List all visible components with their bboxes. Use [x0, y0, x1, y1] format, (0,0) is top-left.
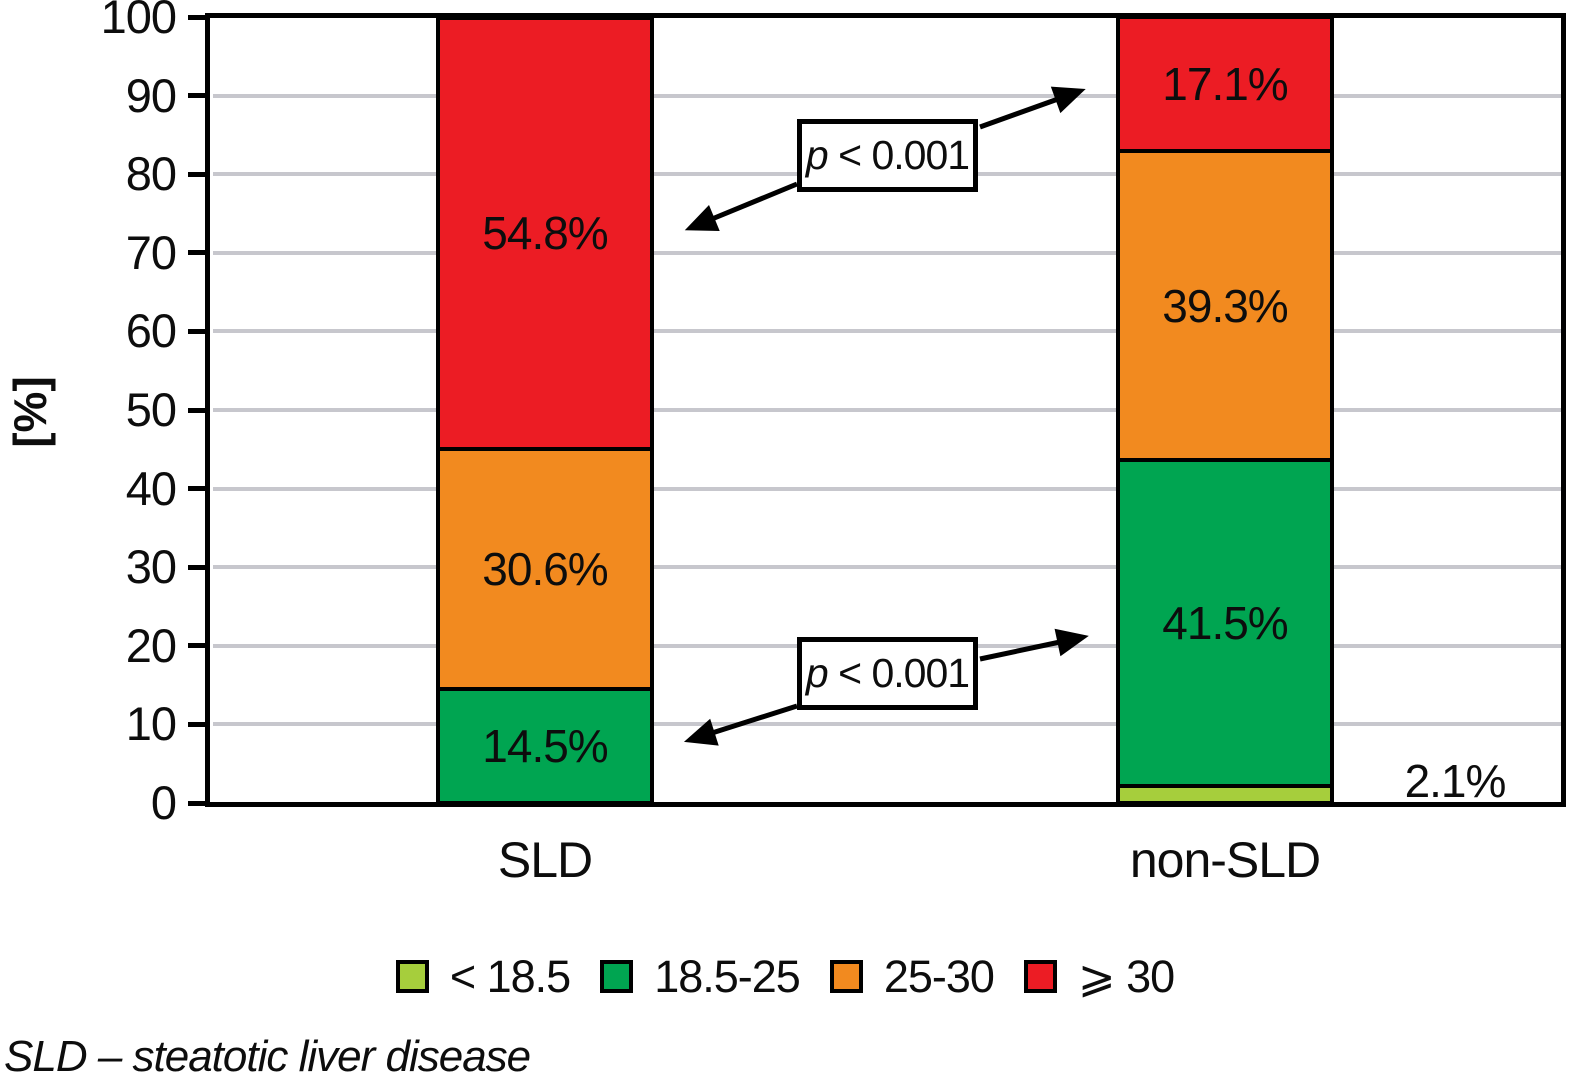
footnote: SLD – steatotic liver disease — [4, 1032, 531, 1081]
y-axis-tick-label: 20 — [125, 618, 177, 672]
y-axis-tick — [188, 564, 210, 570]
bar-value-label: 39.3% — [1162, 279, 1288, 332]
p-value-italic: p — [805, 650, 829, 696]
bar-value-label: 14.5% — [482, 720, 608, 772]
bar-segment-25-30 — [436, 446, 654, 692]
y-axis-tick — [188, 328, 210, 334]
legend: < 18.5 18.5-25 25-30 ⩾ 30 — [0, 950, 1570, 1003]
legend-label: 18.5-25 — [654, 950, 801, 1002]
legend-swatch-icon — [600, 960, 634, 993]
legend-label: < 18.5 — [449, 950, 571, 1002]
y-axis-tick — [188, 14, 210, 20]
gridline — [213, 250, 1561, 255]
y-axis-tick-label: 80 — [125, 147, 177, 201]
y-axis-tick-label: 40 — [125, 461, 177, 515]
y-axis-tick — [188, 250, 210, 256]
p-value-text: < 0.001 — [827, 132, 970, 178]
gridline — [213, 93, 1561, 98]
legend-item: ⩾ 30 — [1023, 950, 1175, 1003]
bar-segment-25-30 — [1116, 149, 1334, 463]
y-axis-tick-label: 10 — [125, 697, 177, 751]
y-axis-tick-label: 60 — [125, 304, 177, 358]
bar-value-label: 54.8% — [482, 207, 608, 260]
y-axis-tick-label: 30 — [125, 540, 177, 594]
bar-segment-18.5-25 — [436, 687, 654, 805]
category-label-non-sld: non-SLD — [1129, 832, 1321, 888]
y-axis-tick — [188, 407, 210, 413]
gridline — [213, 722, 1561, 727]
category-label-sld: SLD — [497, 832, 593, 888]
legend-label: ⩾ 30 — [1077, 951, 1175, 1002]
legend-item: < 18.5 — [395, 950, 571, 1003]
y-axis-tick — [188, 643, 210, 649]
gridline — [213, 486, 1561, 491]
bar-segment-18.5-25 — [1116, 458, 1334, 789]
gridline — [213, 565, 1561, 570]
y-axis-tick-label: 50 — [125, 383, 177, 436]
p-value-text: < 0.001 — [827, 650, 970, 696]
legend-item: 18.5-25 — [600, 950, 801, 1003]
bar-segment--30 — [1116, 15, 1334, 154]
legend-swatch-icon — [829, 960, 863, 993]
bar-value-label: 30.6% — [482, 542, 608, 595]
bar-value-label: 2.1% — [1404, 754, 1507, 807]
gridline — [213, 329, 1561, 334]
y-axis-tick — [188, 800, 210, 806]
y-axis-tick-label: 0 — [150, 776, 177, 829]
y-axis-tick — [188, 171, 210, 177]
gridline — [213, 408, 1561, 412]
bar-value-label: 41.5% — [1162, 597, 1288, 650]
legend-label: 25-30 — [883, 950, 995, 1002]
legend-item: 25-30 — [829, 950, 995, 1003]
p-value-italic: p — [805, 132, 829, 178]
legend-swatch-icon — [1023, 960, 1057, 993]
legend-swatch-icon — [395, 960, 429, 993]
bar-value-label: 17.1% — [1162, 58, 1288, 111]
p-value-box-bottom: p < 0.001 — [797, 637, 978, 710]
p-value-box-top: p < 0.001 — [797, 119, 978, 192]
y-axis-tick — [188, 93, 210, 99]
y-axis-tick — [188, 721, 210, 727]
y-axis-tick-label: 70 — [125, 225, 177, 279]
y-axis-tick — [188, 486, 210, 492]
y-axis-tick-label: 100 — [100, 0, 177, 43]
bar-segment--30 — [436, 15, 654, 451]
y-axis-tick-label: 90 — [125, 68, 177, 122]
